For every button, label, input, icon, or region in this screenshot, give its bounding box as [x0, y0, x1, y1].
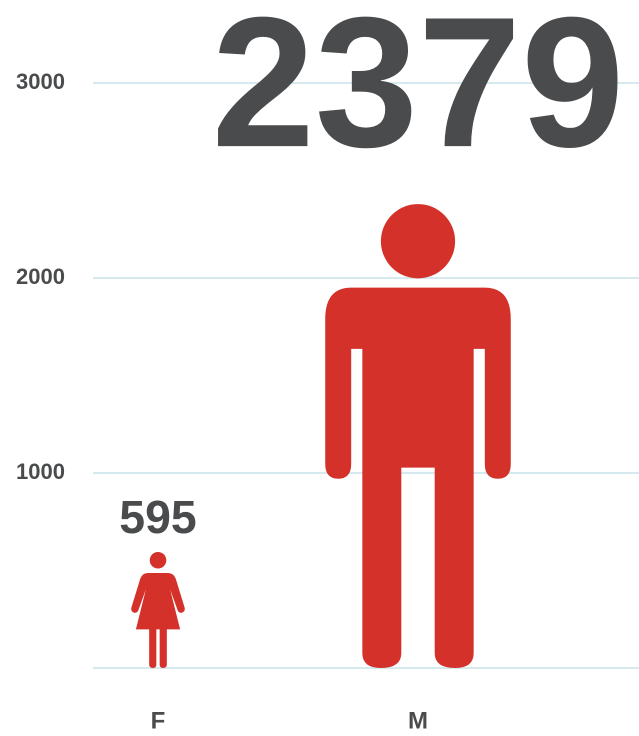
y-tick-label: 1000	[16, 459, 65, 484]
x-tick-label: M	[408, 707, 428, 734]
y-tick-label: 2000	[16, 264, 65, 289]
head	[380, 204, 456, 279]
value-label: 2379	[212, 0, 625, 186]
x-tick-label: F	[151, 707, 166, 734]
figure	[131, 551, 185, 668]
body	[131, 572, 185, 668]
body	[325, 287, 511, 668]
figure	[325, 204, 511, 668]
value-label: 595	[119, 491, 196, 543]
head	[149, 551, 167, 569]
y-tick-label: 3000	[16, 69, 65, 94]
